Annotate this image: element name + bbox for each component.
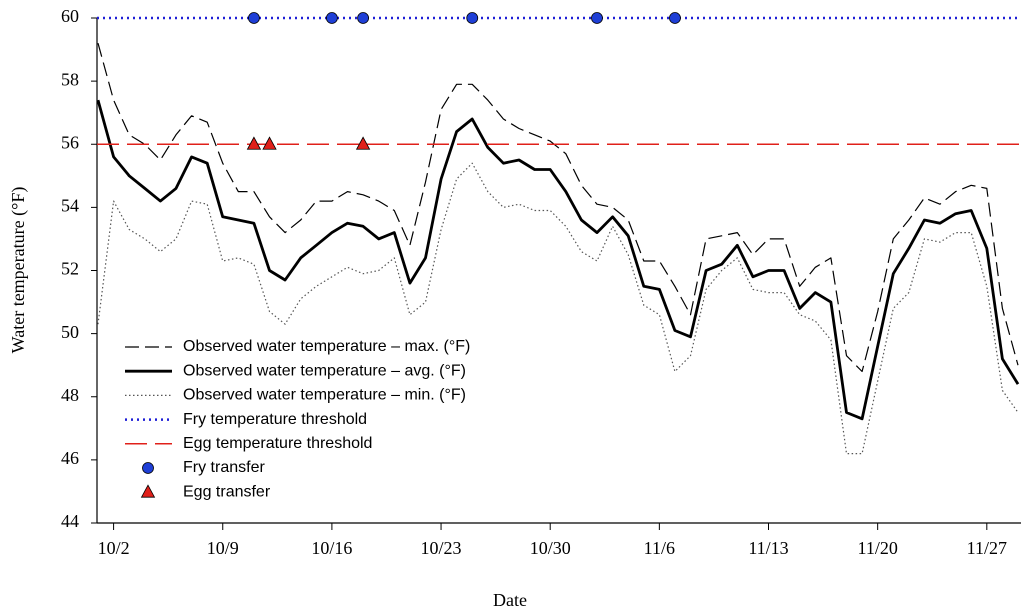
y-tick-label: 44 (61, 511, 79, 531)
legend-label: Observed water temperature – max. (°F) (183, 338, 470, 355)
transfer-marker (246, 136, 262, 150)
y-tick-label: 46 (61, 448, 79, 468)
temperature-line (97, 162, 1019, 455)
y-tick-label: 56 (61, 132, 79, 152)
legend-label: Egg temperature threshold (183, 435, 372, 452)
temperature-line (97, 43, 1019, 373)
y-axis-title: Water temperature (°F) (8, 187, 29, 354)
x-tick-label: 11/13 (748, 538, 788, 558)
legend-marker (140, 484, 156, 498)
transfer-marker (248, 12, 260, 24)
transfer-marker (355, 136, 371, 150)
x-axis-title: Date (493, 590, 527, 610)
legend-label: Fry temperature threshold (183, 411, 367, 428)
y-tick-label: 60 (61, 6, 79, 26)
x-tick-label: 10/23 (421, 538, 462, 558)
legend-label: Observed water temperature – avg. (°F) (183, 362, 466, 379)
x-tick-label: 11/20 (857, 538, 897, 558)
y-tick-label: 58 (61, 69, 79, 89)
x-tick-label: 10/9 (207, 538, 239, 558)
y-tick-label: 54 (61, 196, 79, 216)
legend-label: Observed water temperature – min. (°F) (183, 387, 466, 404)
legend-label: Fry transfer (183, 459, 265, 476)
legend-marker (142, 462, 154, 474)
temperature-line (96, 99, 1020, 421)
legend-label: Egg transfer (183, 483, 271, 500)
y-tick-label: 50 (61, 322, 79, 342)
transfer-marker (669, 12, 681, 24)
transfer-marker (325, 12, 338, 24)
x-tick-label: 11/27 (967, 538, 1007, 558)
y-tick-label: 48 (61, 385, 79, 405)
transfer-marker (591, 12, 603, 24)
y-tick-label: 52 (61, 259, 79, 279)
x-tick-label: 10/16 (311, 538, 352, 558)
x-tick-label: 11/6 (644, 538, 675, 558)
x-tick-label: 10/30 (530, 538, 571, 558)
transfer-marker (466, 12, 479, 24)
transfer-marker (357, 12, 369, 24)
x-tick-label: 10/2 (98, 538, 130, 558)
transfer-marker (262, 136, 277, 150)
